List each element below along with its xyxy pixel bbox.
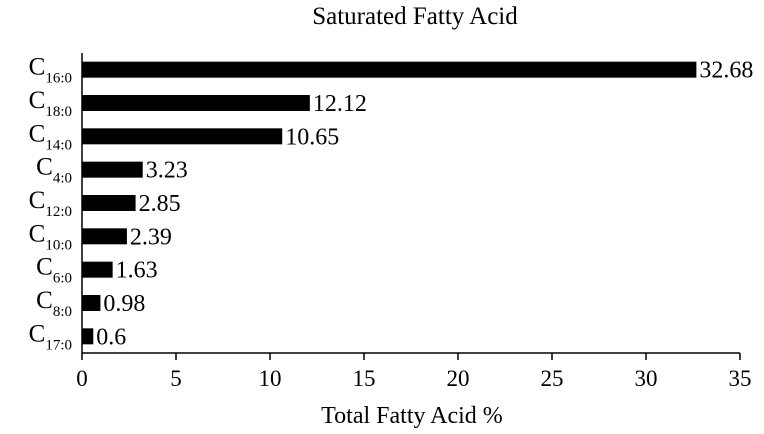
data-label-7: 0.98 (103, 291, 145, 317)
bar-4 (82, 195, 136, 211)
category-base-1: C (29, 87, 46, 114)
x-tick-label-0: 0 (76, 366, 88, 391)
x-tick-label-7: 35 (729, 366, 752, 391)
category-sub-4: 12:0 (45, 204, 72, 220)
category-label-4: C12:0 (29, 187, 72, 220)
category-label-6: C6:0 (36, 254, 72, 287)
y-axis-labels: C16:0C18:0C14:0C4:0C12:0C10:0C6:0C8:0C17… (29, 54, 72, 354)
category-label-1: C18:0 (29, 87, 72, 120)
bar-0 (82, 61, 697, 78)
category-label-0: C16:0 (29, 54, 72, 87)
bar-5 (82, 228, 127, 245)
x-tick-label-3: 15 (353, 366, 376, 391)
category-label-5: C10:0 (29, 220, 72, 253)
category-base-2: C (29, 120, 46, 147)
category-sub-2: 14:0 (45, 137, 72, 153)
chart-title: Saturated Fatty Acid (312, 3, 518, 30)
data-labels-group: 32.68 12.12 10.65 3.23 2.85 2.39 1.63 0.98 0.6 (96, 58, 753, 351)
category-base-3: C (36, 154, 53, 181)
bar-7 (82, 295, 101, 311)
x-axis-title: Total Fatty Acid % (321, 403, 503, 429)
x-axis-ticks: 0 5 10 15 20 25 30 35 (76, 353, 752, 391)
data-label-1: 12.12 (313, 91, 367, 117)
category-label-2: C14:0 (29, 120, 72, 153)
bars-group (82, 61, 697, 345)
category-label-7: C8:0 (36, 287, 72, 320)
category-sub-1: 18:0 (45, 104, 72, 120)
data-label-3: 3.23 (146, 158, 188, 184)
x-tick-label-1: 5 (170, 366, 182, 391)
category-sub-7: 8:0 (53, 304, 72, 320)
data-label-8: 0.6 (96, 324, 126, 350)
category-label-8: C17:0 (29, 320, 72, 353)
bar-2 (82, 128, 283, 145)
category-sub-5: 10:0 (45, 237, 72, 253)
category-base-6: C (36, 254, 53, 281)
bar-3 (82, 161, 143, 178)
data-label-0: 32.68 (699, 58, 753, 84)
data-label-6: 1.63 (116, 258, 158, 284)
category-base-8: C (29, 320, 46, 347)
data-label-2: 10.65 (285, 124, 339, 150)
x-tick-label-5: 25 (541, 366, 564, 391)
category-label-3: C4:0 (36, 154, 72, 187)
category-base-0: C (29, 54, 46, 81)
x-tick-label-4: 20 (447, 366, 470, 391)
category-sub-3: 4:0 (53, 171, 72, 187)
bar-6 (82, 261, 113, 278)
bar-1 (82, 95, 310, 111)
category-sub-0: 16:0 (45, 71, 72, 87)
x-tick-label-2: 10 (259, 366, 282, 391)
x-tick-label-6: 30 (635, 366, 658, 391)
category-base-5: C (29, 220, 46, 247)
category-sub-6: 6:0 (53, 271, 72, 287)
data-label-4: 2.85 (139, 191, 181, 217)
data-label-5: 2.39 (130, 224, 172, 250)
category-sub-8: 17:0 (45, 337, 72, 353)
category-base-7: C (36, 287, 53, 314)
category-base-4: C (29, 187, 46, 214)
bar-8 (82, 328, 94, 345)
